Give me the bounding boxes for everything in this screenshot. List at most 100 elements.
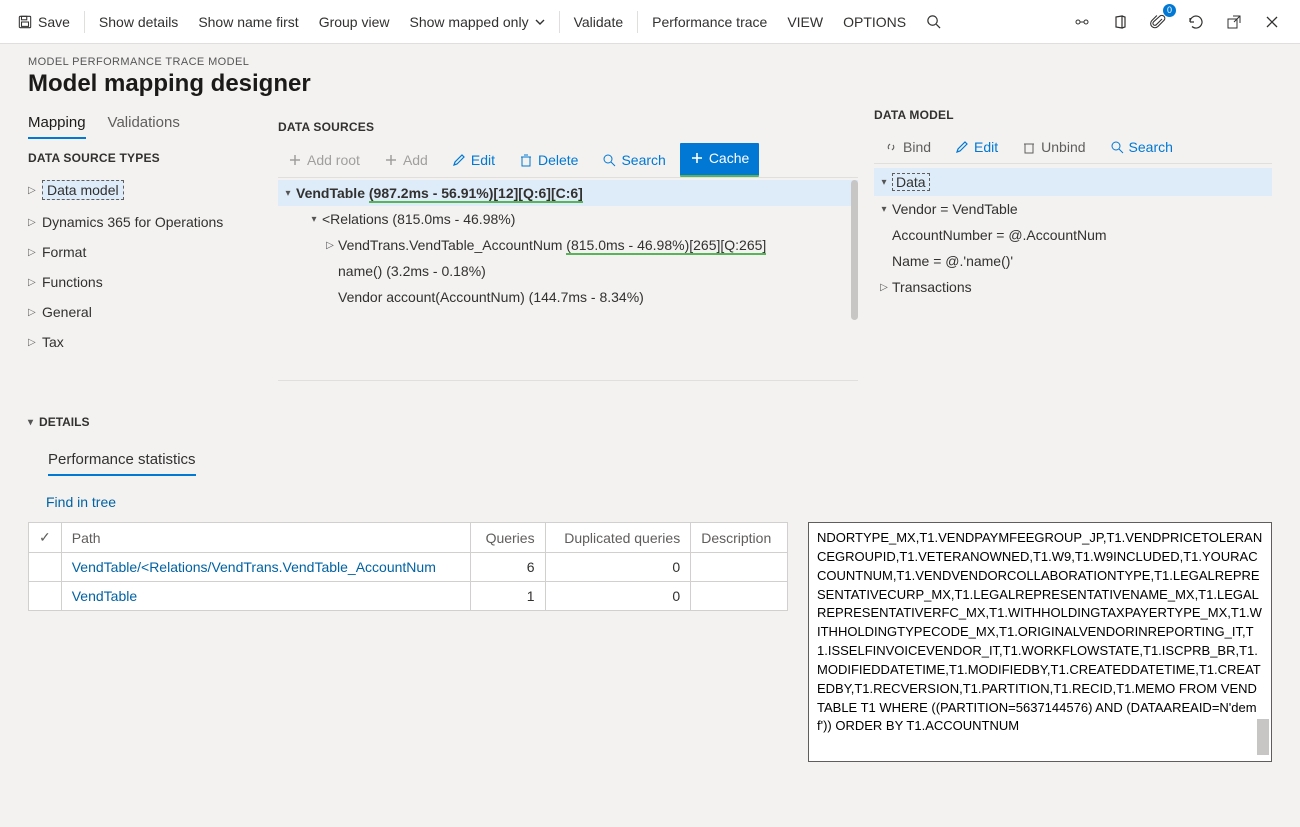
row-checkbox[interactable]	[29, 582, 62, 611]
col-path[interactable]: Path	[61, 523, 470, 553]
edit-label: Edit	[974, 139, 998, 155]
tree-node-name[interactable]: name() (3.2ms - 0.18%)	[278, 258, 858, 284]
sql-query-box[interactable]: NDORTYPE_MX,T1.VENDPAYMFEEGROUP_JP,T1.VE…	[808, 522, 1272, 762]
search-icon	[602, 153, 616, 167]
edit-button[interactable]: Edit	[442, 143, 505, 177]
dm-node-name[interactable]: Name = @.'name()'	[874, 248, 1272, 274]
unbind-label: Unbind	[1041, 139, 1085, 155]
breadcrumb: MODEL PERFORMANCE TRACE MODEL	[28, 56, 1272, 68]
tree-node-vendtrans[interactable]: ▷ VendTrans.VendTable_AccountNum (815.0m…	[278, 232, 858, 258]
node-text: Name = @.'name()'	[892, 253, 1013, 269]
cache-button[interactable]: Cache	[680, 143, 759, 177]
node-text: VendTable (987.2ms - 56.91%)[12][Q:6][C:…	[296, 185, 583, 201]
scrollbar[interactable]	[1257, 719, 1269, 755]
office-icon[interactable]	[1104, 6, 1136, 38]
datasources-tree: ▾ VendTable (987.2ms - 56.91%)[12][Q:6][…	[278, 180, 858, 381]
type-d365fo[interactable]: ▷Dynamics 365 for Operations	[28, 207, 268, 237]
separator	[84, 11, 85, 33]
show-details-button[interactable]: Show details	[89, 0, 188, 44]
search-label: Search	[1129, 139, 1173, 155]
edit-model-button[interactable]: Edit	[945, 130, 1008, 164]
type-tax[interactable]: ▷Tax	[28, 327, 268, 357]
table-row[interactable]: VendTable 1 0	[29, 582, 788, 611]
tab-validations[interactable]: Validations	[108, 108, 180, 139]
add-button: Add	[374, 143, 438, 177]
sql-text: NDORTYPE_MX,T1.VENDPAYMFEEGROUP_JP,T1.VE…	[817, 530, 1262, 733]
node-text: Data	[892, 173, 930, 191]
connect-icon[interactable]	[1066, 6, 1098, 38]
col-select[interactable]: ✓	[29, 523, 62, 553]
link-icon	[884, 140, 898, 154]
command-bar-right: 0	[1066, 6, 1292, 38]
plus-icon	[288, 153, 302, 167]
save-button[interactable]: Save	[8, 0, 80, 44]
unbind-button[interactable]: Unbind	[1012, 130, 1095, 164]
middle-column: DATA SOURCES Add root Add Edit Delete	[278, 108, 858, 381]
cell-dup: 0	[545, 553, 691, 582]
datamodel-tree: ▾Data ▾Vendor = VendTable AccountNumber …	[874, 168, 1272, 300]
performance-trace-button[interactable]: Performance trace	[642, 0, 777, 44]
node-text: Vendor = VendTable	[892, 201, 1018, 217]
cell-desc	[691, 553, 788, 582]
col-description[interactable]: Description	[691, 523, 788, 553]
tab-mapping[interactable]: Mapping	[28, 108, 86, 139]
type-label: Data model	[42, 180, 124, 200]
plus-icon	[690, 151, 704, 165]
validate-button[interactable]: Validate	[564, 0, 634, 44]
details-header[interactable]: ▾ DETAILS	[28, 415, 1272, 429]
attachment-icon	[1150, 14, 1166, 30]
table-row[interactable]: VendTable/<Relations/VendTrans.VendTable…	[29, 553, 788, 582]
col-dup-queries[interactable]: Duplicated queries	[545, 523, 691, 553]
delete-button[interactable]: Delete	[509, 143, 588, 177]
type-format[interactable]: ▷Format	[28, 237, 268, 267]
path-link[interactable]: VendTable	[72, 588, 137, 604]
close-button[interactable]	[1256, 6, 1288, 38]
tab-performance-statistics[interactable]: Performance statistics	[48, 451, 196, 476]
path-link[interactable]: VendTable/<Relations/VendTrans.VendTable…	[72, 559, 436, 575]
bind-button[interactable]: Bind	[874, 130, 941, 164]
find-in-tree-link[interactable]: Find in tree	[46, 494, 1272, 510]
trash-icon	[519, 153, 533, 167]
type-data-model[interactable]: ▷Data model	[28, 173, 268, 207]
dm-node-transactions[interactable]: ▷Transactions	[874, 274, 1272, 300]
search-button[interactable]: Search	[592, 143, 675, 177]
type-label: Dynamics 365 for Operations	[42, 214, 223, 230]
show-name-first-button[interactable]: Show name first	[188, 0, 308, 44]
attachments-badge: 0	[1163, 4, 1176, 17]
plus-icon	[384, 153, 398, 167]
tree-node-vendtable[interactable]: ▾ VendTable (987.2ms - 56.91%)[12][Q:6][…	[278, 180, 858, 206]
refresh-button[interactable]	[1180, 6, 1212, 38]
performance-table: ✓ Path Queries Duplicated queries Descri…	[28, 522, 788, 611]
pencil-icon	[452, 153, 466, 167]
group-view-button[interactable]: Group view	[309, 0, 400, 44]
search-toolbar-button[interactable]	[916, 0, 951, 44]
node-text: AccountNumber = @.AccountNum	[892, 227, 1107, 243]
type-functions[interactable]: ▷Functions	[28, 267, 268, 297]
chevron-down-icon: ▾	[28, 417, 33, 428]
scrollbar[interactable]	[851, 180, 858, 320]
page-title: Model mapping designer	[28, 70, 1272, 98]
tree-node-relations[interactable]: ▾<Relations (815.0ms - 46.98%)	[278, 206, 858, 232]
dm-node-data[interactable]: ▾Data	[874, 168, 1272, 196]
cache-label: Cache	[709, 150, 749, 166]
view-menu[interactable]: VIEW	[777, 0, 833, 44]
chevron-down-icon	[535, 17, 545, 27]
col-queries[interactable]: Queries	[471, 523, 545, 553]
options-menu[interactable]: OPTIONS	[833, 0, 916, 44]
type-general[interactable]: ▷General	[28, 297, 268, 327]
dm-node-vendor[interactable]: ▾Vendor = VendTable	[874, 196, 1272, 222]
attachments-button[interactable]: 0	[1142, 6, 1174, 38]
delete-label: Delete	[538, 152, 578, 168]
type-label: Functions	[42, 274, 103, 290]
left-tabs: Mapping Validations	[28, 108, 268, 139]
command-bar: Save Show details Show name first Group …	[0, 0, 1300, 44]
datamodel-toolbar: Bind Edit Unbind Search	[874, 130, 1272, 164]
popout-button[interactable]	[1218, 6, 1250, 38]
type-label: Tax	[42, 334, 64, 350]
cell-queries: 6	[471, 553, 545, 582]
row-checkbox[interactable]	[29, 553, 62, 582]
show-mapped-only-button[interactable]: Show mapped only	[400, 0, 555, 44]
dm-node-accountnumber[interactable]: AccountNumber = @.AccountNum	[874, 222, 1272, 248]
tree-node-vendor-account[interactable]: Vendor account(AccountNum) (144.7ms - 8.…	[278, 284, 858, 310]
search-model-button[interactable]: Search	[1100, 130, 1183, 164]
